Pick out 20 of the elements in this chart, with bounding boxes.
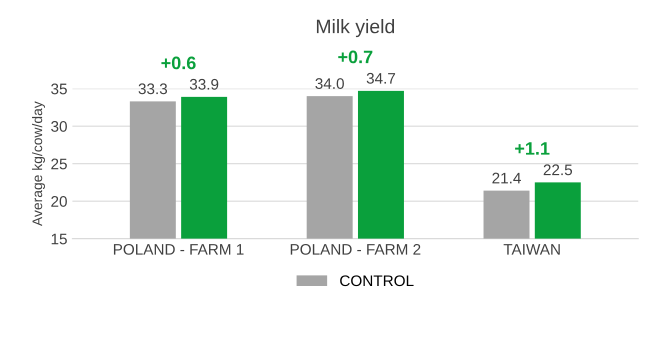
y-tick-label: 15 [52, 234, 67, 244]
chart-title: Milk yield [316, 19, 394, 38]
x-tick-label: TAIWAN [504, 244, 560, 255]
data-label: 34.7 [366, 72, 396, 84]
y-tick-label: 30 [51, 121, 67, 132]
data-label: 34.0 [315, 78, 344, 89]
x-tick-label: POLAND - FARM 2 [290, 244, 420, 255]
data-label: 22.5 [544, 164, 572, 176]
annotation: +0.7 [338, 50, 372, 64]
data-label: 33.3 [138, 83, 168, 94]
data-label: 21.4 [492, 172, 521, 184]
y-tick-label: 35 [51, 84, 67, 94]
x-tick-label: POLAND - FARM 1 [114, 244, 244, 255]
legend-label: CONTROL [340, 275, 414, 286]
y-axis-title: Average kg/cow/day [32, 101, 45, 226]
data-label: 33.9 [190, 78, 218, 90]
annotation: +1.1 [515, 142, 550, 155]
y-tick-label: 20 [51, 196, 67, 207]
annotation: +0.6 [161, 56, 196, 70]
y-tick-label: 25 [51, 158, 67, 170]
